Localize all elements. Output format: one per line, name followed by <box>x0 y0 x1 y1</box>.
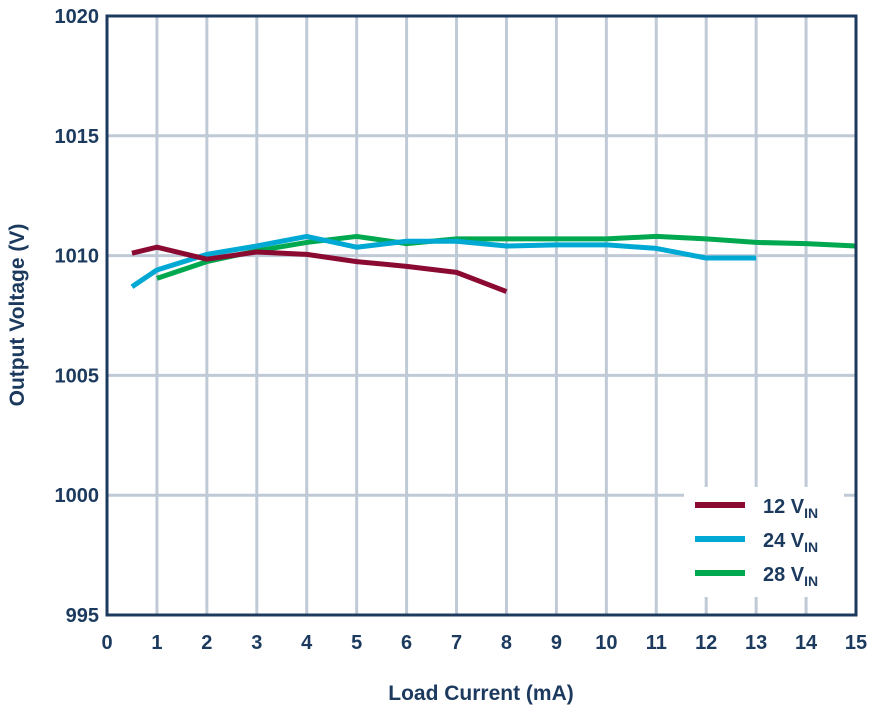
x-tick-label: 6 <box>401 632 412 654</box>
x-tick-label: 11 <box>646 632 667 654</box>
x-tick-label: 12 <box>695 632 717 654</box>
x-tick-label: 5 <box>351 632 362 654</box>
y-tick-label: 1010 <box>55 246 100 268</box>
x-tick-label: 4 <box>301 632 313 654</box>
x-tick-label: 15 <box>845 632 867 654</box>
y-tick-label: 995 <box>66 605 99 627</box>
x-tick-label: 10 <box>595 632 617 654</box>
series-line-28v <box>156 233 857 281</box>
x-tick-label: 9 <box>551 632 562 654</box>
y-tick-label: 1005 <box>55 365 100 387</box>
series-line-24v <box>130 233 757 289</box>
y-tick-label: 1015 <box>55 126 100 148</box>
x-tick-label: 3 <box>251 632 262 654</box>
x-tick-label: 8 <box>501 632 512 654</box>
y-tick-label: 1020 <box>55 6 100 28</box>
y-tick-label: 1000 <box>55 485 100 507</box>
x-axis-label: Load Current (mA) <box>388 682 574 705</box>
x-tick-label: 13 <box>745 632 767 654</box>
x-tick-label: 7 <box>451 632 462 654</box>
series-line-12v <box>131 244 508 294</box>
plot-frame <box>105 14 858 617</box>
x-tick-label: 0 <box>101 632 112 654</box>
y-axis-label: Output Voltage (V) <box>6 224 29 407</box>
x-tick-label: 2 <box>201 632 212 654</box>
x-tick-label: 1 <box>151 632 162 654</box>
x-tick-label: 14 <box>795 632 818 654</box>
